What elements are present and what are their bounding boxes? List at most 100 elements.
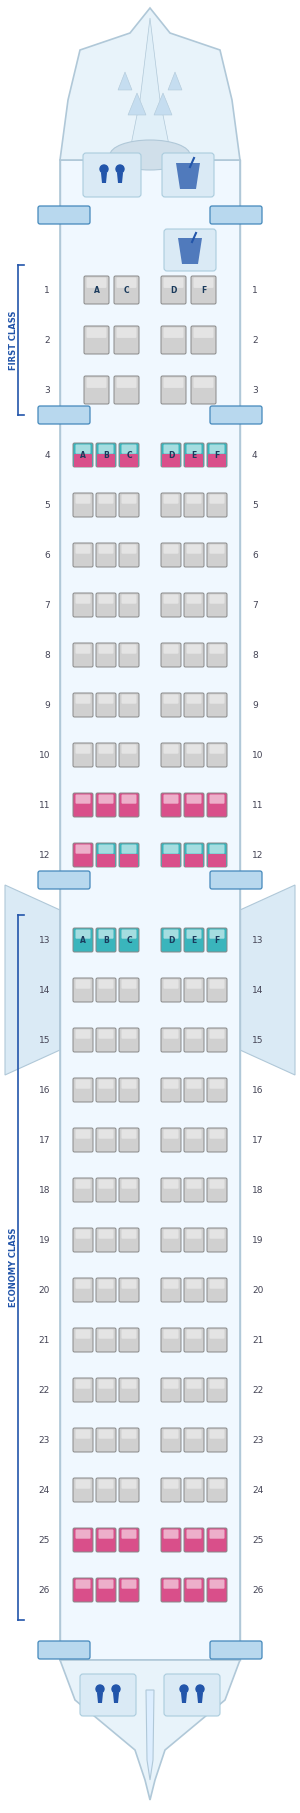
FancyBboxPatch shape xyxy=(209,444,224,453)
FancyBboxPatch shape xyxy=(122,845,136,854)
FancyBboxPatch shape xyxy=(76,1530,91,1539)
FancyBboxPatch shape xyxy=(73,928,93,952)
FancyBboxPatch shape xyxy=(96,1577,116,1603)
FancyBboxPatch shape xyxy=(184,1327,204,1352)
Text: 21: 21 xyxy=(39,1336,50,1345)
Text: 8: 8 xyxy=(252,651,258,660)
FancyBboxPatch shape xyxy=(98,1329,113,1338)
FancyBboxPatch shape xyxy=(184,593,204,616)
FancyBboxPatch shape xyxy=(96,693,116,716)
Text: 25: 25 xyxy=(252,1536,263,1545)
FancyBboxPatch shape xyxy=(207,1429,227,1452)
FancyBboxPatch shape xyxy=(164,377,184,388)
FancyBboxPatch shape xyxy=(84,375,109,404)
FancyBboxPatch shape xyxy=(209,1079,224,1088)
FancyBboxPatch shape xyxy=(184,1278,204,1302)
Text: 10: 10 xyxy=(38,751,50,760)
FancyBboxPatch shape xyxy=(122,1079,136,1088)
FancyBboxPatch shape xyxy=(73,792,93,818)
Circle shape xyxy=(180,1684,188,1693)
FancyBboxPatch shape xyxy=(210,1641,262,1659)
FancyBboxPatch shape xyxy=(98,644,113,654)
Polygon shape xyxy=(168,73,182,91)
FancyBboxPatch shape xyxy=(119,544,139,567)
FancyBboxPatch shape xyxy=(96,644,116,667)
FancyBboxPatch shape xyxy=(73,743,93,767)
FancyBboxPatch shape xyxy=(97,453,115,468)
FancyBboxPatch shape xyxy=(97,854,115,867)
Text: 21: 21 xyxy=(252,1336,263,1345)
FancyBboxPatch shape xyxy=(83,152,141,198)
FancyBboxPatch shape xyxy=(187,1079,202,1088)
FancyBboxPatch shape xyxy=(119,928,139,952)
Circle shape xyxy=(196,1684,204,1693)
FancyBboxPatch shape xyxy=(119,1028,139,1052)
FancyBboxPatch shape xyxy=(84,326,109,354)
FancyBboxPatch shape xyxy=(73,1378,93,1401)
Text: C: C xyxy=(124,285,129,294)
FancyBboxPatch shape xyxy=(73,1429,93,1452)
FancyBboxPatch shape xyxy=(119,593,139,616)
FancyBboxPatch shape xyxy=(76,1280,91,1289)
FancyBboxPatch shape xyxy=(96,928,116,952)
FancyBboxPatch shape xyxy=(122,1329,136,1338)
Text: 18: 18 xyxy=(252,1186,263,1195)
Text: 19: 19 xyxy=(252,1235,263,1244)
Text: E: E xyxy=(191,450,196,459)
FancyBboxPatch shape xyxy=(119,1528,139,1552)
FancyBboxPatch shape xyxy=(98,1129,113,1139)
FancyBboxPatch shape xyxy=(76,544,91,553)
Text: A: A xyxy=(94,285,99,294)
FancyBboxPatch shape xyxy=(209,544,224,553)
Text: 2: 2 xyxy=(44,335,50,344)
FancyBboxPatch shape xyxy=(164,930,178,939)
FancyBboxPatch shape xyxy=(96,743,116,767)
FancyBboxPatch shape xyxy=(164,1180,178,1189)
FancyBboxPatch shape xyxy=(73,544,93,567)
FancyBboxPatch shape xyxy=(187,1479,202,1488)
FancyBboxPatch shape xyxy=(209,745,224,754)
FancyBboxPatch shape xyxy=(185,453,203,468)
FancyBboxPatch shape xyxy=(73,1278,93,1302)
FancyBboxPatch shape xyxy=(187,694,202,703)
FancyBboxPatch shape xyxy=(207,1128,227,1151)
FancyBboxPatch shape xyxy=(119,743,139,767)
FancyBboxPatch shape xyxy=(98,1280,113,1289)
FancyBboxPatch shape xyxy=(76,1329,91,1338)
FancyBboxPatch shape xyxy=(73,1327,93,1352)
FancyBboxPatch shape xyxy=(161,1429,181,1452)
FancyBboxPatch shape xyxy=(122,1030,136,1039)
FancyBboxPatch shape xyxy=(209,495,224,504)
FancyBboxPatch shape xyxy=(161,977,181,1003)
FancyBboxPatch shape xyxy=(184,977,204,1003)
FancyBboxPatch shape xyxy=(161,326,186,354)
Text: 3: 3 xyxy=(44,386,50,395)
FancyBboxPatch shape xyxy=(122,1180,136,1189)
FancyBboxPatch shape xyxy=(194,328,214,337)
FancyBboxPatch shape xyxy=(96,843,116,867)
FancyBboxPatch shape xyxy=(122,595,136,604)
Text: 1: 1 xyxy=(252,285,258,294)
FancyBboxPatch shape xyxy=(119,977,139,1003)
FancyBboxPatch shape xyxy=(208,453,226,468)
FancyBboxPatch shape xyxy=(207,442,227,468)
FancyBboxPatch shape xyxy=(38,1641,90,1659)
FancyBboxPatch shape xyxy=(207,593,227,616)
FancyBboxPatch shape xyxy=(119,442,139,468)
FancyBboxPatch shape xyxy=(76,1229,91,1238)
FancyBboxPatch shape xyxy=(76,595,91,604)
FancyBboxPatch shape xyxy=(164,745,178,754)
FancyBboxPatch shape xyxy=(187,595,202,604)
FancyBboxPatch shape xyxy=(207,644,227,667)
FancyBboxPatch shape xyxy=(187,845,202,854)
FancyBboxPatch shape xyxy=(207,1028,227,1052)
FancyBboxPatch shape xyxy=(207,843,227,867)
FancyBboxPatch shape xyxy=(207,1327,227,1352)
FancyBboxPatch shape xyxy=(96,1128,116,1151)
FancyBboxPatch shape xyxy=(187,544,202,553)
FancyBboxPatch shape xyxy=(96,792,116,818)
Text: C: C xyxy=(126,450,132,459)
Text: 4: 4 xyxy=(252,450,258,459)
FancyBboxPatch shape xyxy=(73,493,93,517)
FancyBboxPatch shape xyxy=(76,1079,91,1088)
